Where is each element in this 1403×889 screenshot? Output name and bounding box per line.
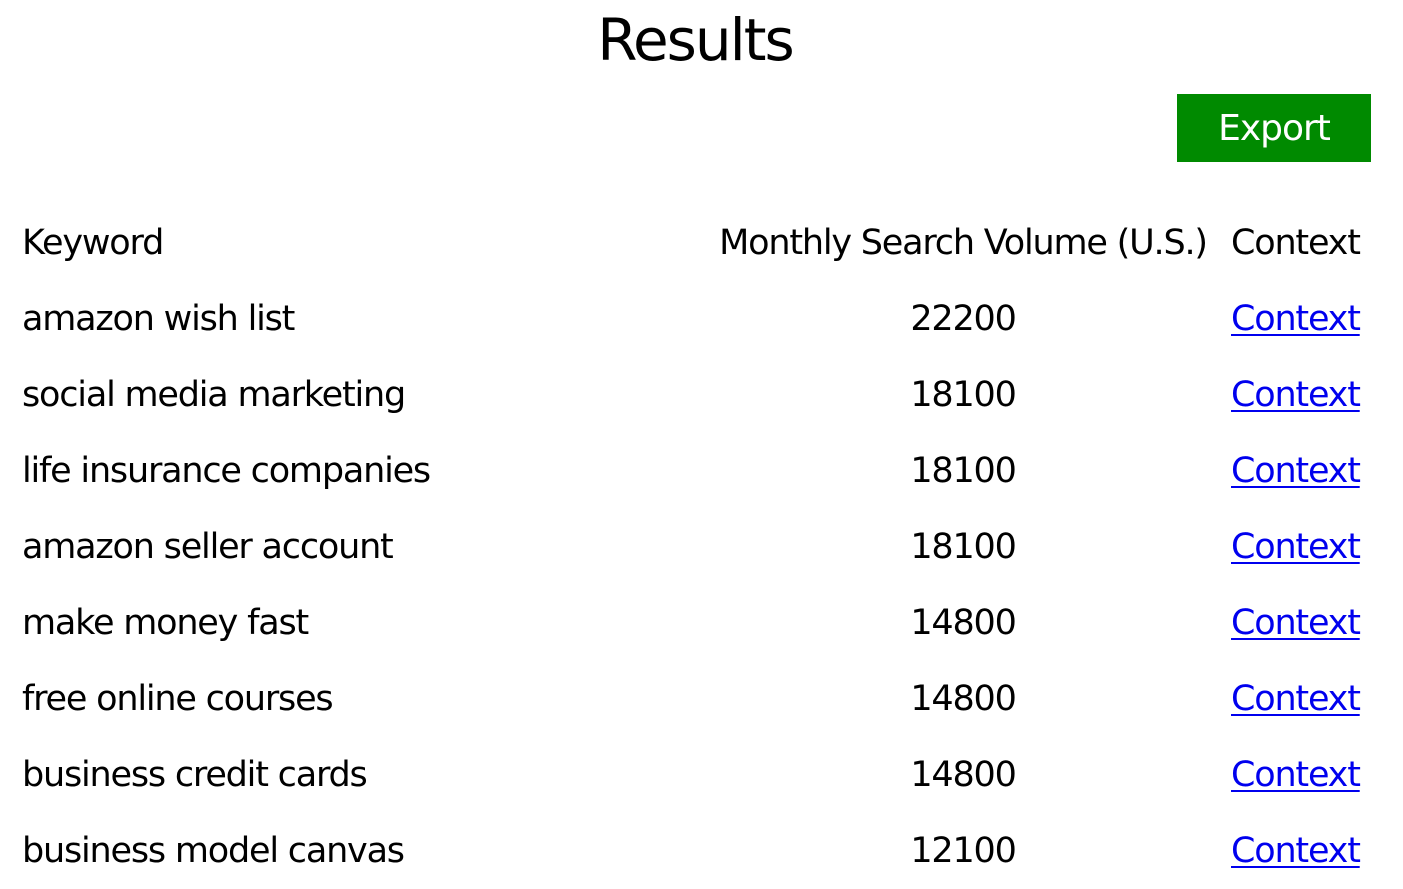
table-row: social media marketing 18100 Context <box>22 357 1371 433</box>
keyword-cell: free online courses <box>22 679 334 719</box>
context-link[interactable]: Context <box>1231 527 1361 567</box>
table-row: amazon wish list 22200 Context <box>22 281 1371 357</box>
volume-cell: 12100 <box>910 831 1017 871</box>
table-body: amazon wish list 22200 Context social me… <box>22 281 1371 889</box>
context-cell: Context <box>1228 357 1371 433</box>
context-link[interactable]: Context <box>1231 831 1361 871</box>
table-header-row: Keyword Monthly Search Volume (U.S.) Con… <box>22 205 1371 281</box>
results-table: Keyword Monthly Search Volume (U.S.) Con… <box>22 205 1371 889</box>
column-header-volume: Monthly Search Volume (U.S.) <box>719 223 1208 263</box>
volume-cell: 14800 <box>910 603 1017 643</box>
context-cell: Context <box>1228 585 1371 661</box>
context-link[interactable]: Context <box>1231 375 1361 415</box>
context-link[interactable]: Context <box>1231 755 1361 795</box>
table-row: life insurance companies 18100 Context <box>22 433 1371 509</box>
keyword-cell: make money fast <box>22 603 309 643</box>
context-cell: Context <box>1228 509 1371 585</box>
context-cell: Context <box>1228 813 1371 889</box>
page-title: Results <box>597 6 794 74</box>
keyword-cell: life insurance companies <box>22 451 431 491</box>
keyword-cell: amazon seller account <box>22 527 394 567</box>
keyword-cell: business credit cards <box>22 755 368 795</box>
context-link[interactable]: Context <box>1231 679 1361 719</box>
table-header: Keyword Monthly Search Volume (U.S.) Con… <box>22 205 1371 281</box>
context-link[interactable]: Context <box>1231 451 1361 491</box>
table-row: make money fast 14800 Context <box>22 585 1371 661</box>
volume-cell: 18100 <box>910 375 1017 415</box>
context-link[interactable]: Context <box>1231 603 1361 643</box>
keyword-cell: social media marketing <box>22 375 406 415</box>
context-cell: Context <box>1228 281 1371 357</box>
context-cell: Context <box>1228 433 1371 509</box>
volume-cell: 14800 <box>910 679 1017 719</box>
context-cell: Context <box>1228 661 1371 737</box>
column-header-context: Context <box>1231 223 1361 263</box>
keyword-cell: amazon wish list <box>22 299 295 339</box>
table-row: business credit cards 14800 Context <box>22 737 1371 813</box>
volume-cell: 18100 <box>910 451 1017 491</box>
context-link[interactable]: Context <box>1231 299 1361 339</box>
volume-cell: 14800 <box>910 755 1017 795</box>
keyword-cell: business model canvas <box>22 831 405 871</box>
export-button[interactable]: Export <box>1177 94 1371 162</box>
column-header-keyword: Keyword <box>22 223 164 263</box>
table-row: free online courses 14800 Context <box>22 661 1371 737</box>
table-row: business model canvas 12100 Context <box>22 813 1371 889</box>
context-cell: Context <box>1228 737 1371 813</box>
table-row: amazon seller account 18100 Context <box>22 509 1371 585</box>
volume-cell: 18100 <box>910 527 1017 567</box>
volume-cell: 22200 <box>910 299 1017 339</box>
